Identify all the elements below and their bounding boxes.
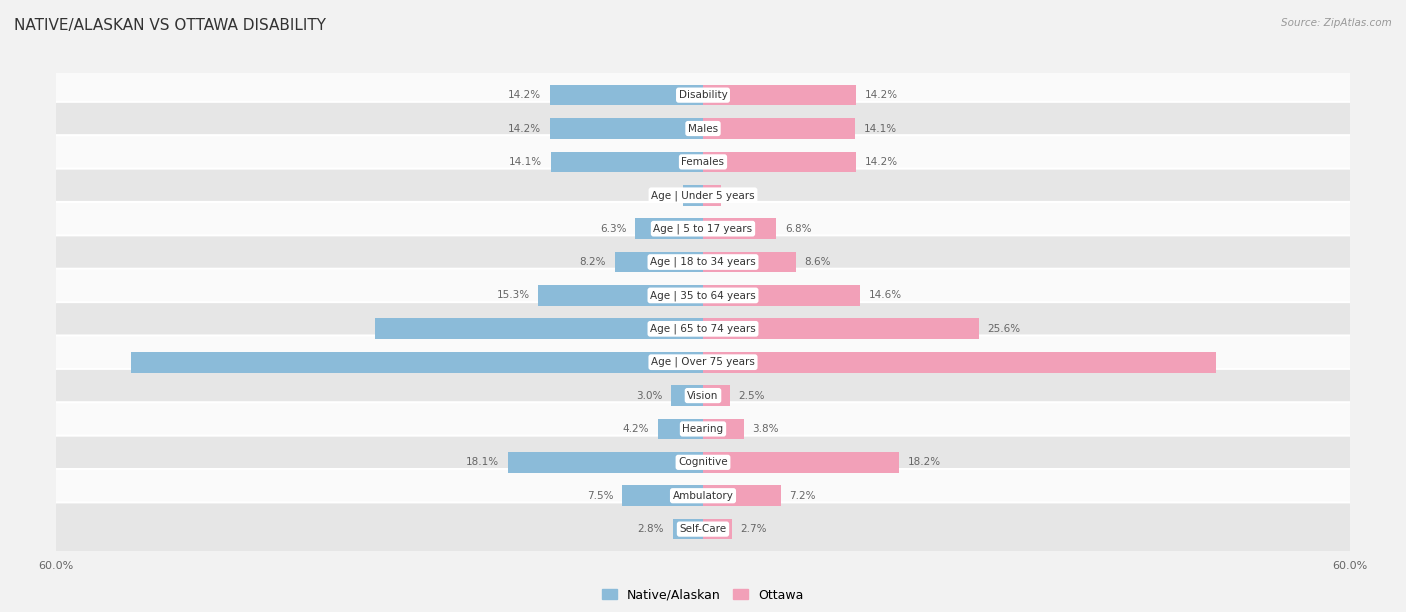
Bar <box>703 85 856 105</box>
Bar <box>375 318 703 339</box>
Text: 25.6%: 25.6% <box>987 324 1021 334</box>
Bar <box>703 385 730 406</box>
Text: Age | 35 to 64 years: Age | 35 to 64 years <box>650 290 756 300</box>
Text: 2.7%: 2.7% <box>741 524 768 534</box>
Text: 7.2%: 7.2% <box>789 491 815 501</box>
FancyBboxPatch shape <box>53 335 1353 389</box>
Text: Females: Females <box>682 157 724 167</box>
Text: 7.5%: 7.5% <box>588 491 613 501</box>
Text: 14.6%: 14.6% <box>869 291 903 300</box>
Text: 14.2%: 14.2% <box>508 90 541 100</box>
FancyBboxPatch shape <box>53 202 1353 255</box>
Text: Age | 18 to 34 years: Age | 18 to 34 years <box>650 257 756 267</box>
Bar <box>703 519 733 539</box>
Bar <box>703 318 979 339</box>
Text: NATIVE/ALASKAN VS OTTAWA DISABILITY: NATIVE/ALASKAN VS OTTAWA DISABILITY <box>14 18 326 34</box>
Bar <box>550 85 703 105</box>
Text: Disability: Disability <box>679 90 727 100</box>
Bar <box>673 519 703 539</box>
FancyBboxPatch shape <box>53 469 1353 523</box>
Text: Cognitive: Cognitive <box>678 457 728 468</box>
Bar <box>703 218 776 239</box>
Text: Age | Under 5 years: Age | Under 5 years <box>651 190 755 201</box>
Text: 14.1%: 14.1% <box>509 157 543 167</box>
Text: 15.3%: 15.3% <box>496 291 530 300</box>
Text: 8.6%: 8.6% <box>804 257 831 267</box>
Bar <box>703 485 780 506</box>
Bar <box>703 152 856 172</box>
Bar <box>703 419 744 439</box>
Text: Age | Over 75 years: Age | Over 75 years <box>651 357 755 367</box>
Text: Hearing: Hearing <box>682 424 724 434</box>
Text: 8.2%: 8.2% <box>579 257 606 267</box>
Bar <box>703 252 796 272</box>
Text: 14.2%: 14.2% <box>508 124 541 133</box>
Text: 47.6%: 47.6% <box>714 357 751 367</box>
FancyBboxPatch shape <box>53 302 1353 356</box>
FancyBboxPatch shape <box>53 502 1353 556</box>
Text: 30.4%: 30.4% <box>655 324 692 334</box>
FancyBboxPatch shape <box>53 102 1353 155</box>
FancyBboxPatch shape <box>53 168 1353 222</box>
Text: 6.8%: 6.8% <box>785 223 811 234</box>
Text: 14.1%: 14.1% <box>863 124 897 133</box>
Text: 4.2%: 4.2% <box>623 424 650 434</box>
Bar <box>671 385 703 406</box>
FancyBboxPatch shape <box>53 402 1353 456</box>
Bar <box>538 285 703 306</box>
Text: 2.5%: 2.5% <box>738 390 765 401</box>
Bar <box>703 185 721 206</box>
FancyBboxPatch shape <box>53 69 1353 122</box>
FancyBboxPatch shape <box>53 269 1353 322</box>
Text: 18.2%: 18.2% <box>908 457 941 468</box>
Bar <box>658 419 703 439</box>
Text: 3.0%: 3.0% <box>636 390 662 401</box>
Text: 3.8%: 3.8% <box>752 424 779 434</box>
Text: 1.7%: 1.7% <box>730 190 756 200</box>
Bar <box>551 152 703 172</box>
Bar <box>703 118 855 139</box>
Text: 14.2%: 14.2% <box>865 157 898 167</box>
Bar <box>508 452 703 472</box>
Bar <box>131 352 703 373</box>
Text: Age | 65 to 74 years: Age | 65 to 74 years <box>650 324 756 334</box>
Text: 1.9%: 1.9% <box>647 190 673 200</box>
Text: Vision: Vision <box>688 390 718 401</box>
Text: 18.1%: 18.1% <box>467 457 499 468</box>
Bar <box>703 452 900 472</box>
Bar <box>703 352 1216 373</box>
FancyBboxPatch shape <box>53 236 1353 289</box>
Text: 2.8%: 2.8% <box>638 524 664 534</box>
Text: Ambulatory: Ambulatory <box>672 491 734 501</box>
Bar <box>614 252 703 272</box>
FancyBboxPatch shape <box>53 436 1353 489</box>
Text: 6.3%: 6.3% <box>600 223 627 234</box>
Text: Self-Care: Self-Care <box>679 524 727 534</box>
Text: 14.2%: 14.2% <box>865 90 898 100</box>
FancyBboxPatch shape <box>53 135 1353 188</box>
Text: Age | 5 to 17 years: Age | 5 to 17 years <box>654 223 752 234</box>
Legend: Native/Alaskan, Ottawa: Native/Alaskan, Ottawa <box>598 584 808 606</box>
Bar <box>703 285 860 306</box>
Text: 53.1%: 53.1% <box>657 357 692 367</box>
FancyBboxPatch shape <box>53 369 1353 422</box>
Text: Source: ZipAtlas.com: Source: ZipAtlas.com <box>1281 18 1392 28</box>
Bar <box>621 485 703 506</box>
Bar <box>682 185 703 206</box>
Bar <box>636 218 703 239</box>
Bar <box>550 118 703 139</box>
Text: Males: Males <box>688 124 718 133</box>
